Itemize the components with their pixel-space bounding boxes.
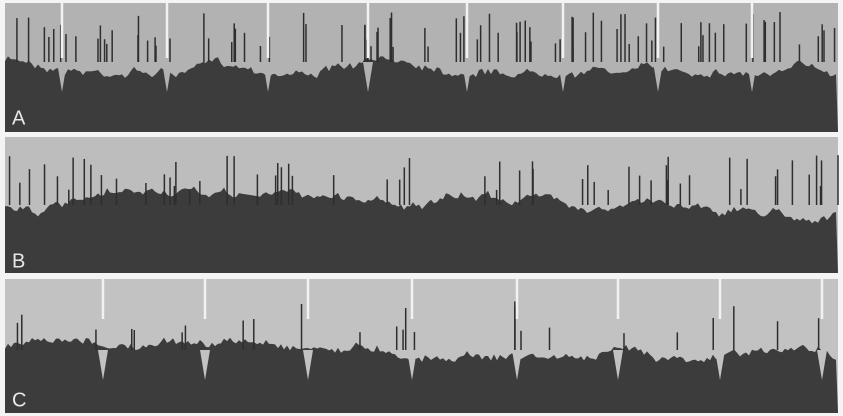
recordings — [5, 3, 838, 413]
panel-label: C — [12, 389, 26, 411]
panel-label: A — [12, 107, 26, 129]
panel-label: B — [12, 250, 25, 272]
figure: A B C — [0, 0, 843, 416]
page: A B C (() => { const data = JSON.parse(d… — [0, 0, 843, 416]
